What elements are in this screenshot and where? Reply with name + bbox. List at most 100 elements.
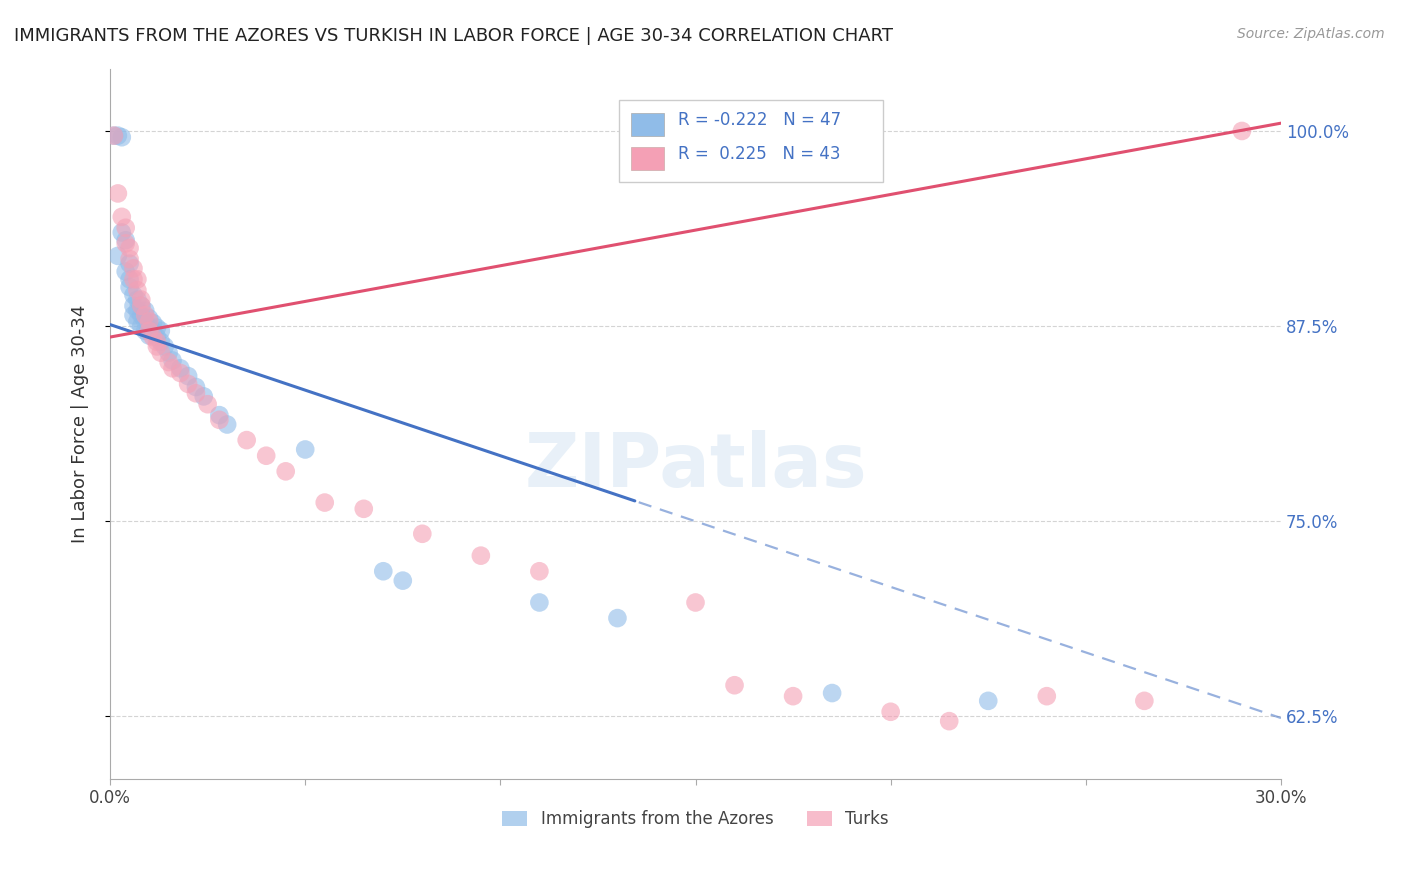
Point (391, 574, 413, 588)
Text: Source: ZipAtlas.com: Source: ZipAtlas.com (1237, 27, 1385, 41)
Point (122, 272, 145, 286)
Point (146, 330, 169, 344)
Point (111, 226, 134, 240)
Point (1230, 124, 1253, 138)
Point (122, 299, 145, 313)
Point (138, 311, 160, 326)
Point (134, 308, 156, 322)
Point (208, 408, 231, 422)
Point (111, 130, 134, 145)
Point (134, 314, 156, 328)
Point (127, 272, 149, 286)
Point (184, 380, 207, 394)
Point (162, 353, 184, 368)
Text: R =  0.225   N = 43: R = 0.225 N = 43 (678, 145, 841, 163)
Point (127, 293, 149, 307)
Point (134, 303, 156, 318)
Point (114, 264, 136, 278)
Point (142, 316, 165, 330)
Point (118, 241, 141, 255)
Point (782, 689, 804, 703)
Point (146, 339, 169, 353)
Point (138, 324, 160, 338)
Point (723, 678, 745, 692)
Point (122, 308, 145, 322)
Point (114, 236, 136, 251)
Point (107, 186, 129, 201)
FancyBboxPatch shape (620, 101, 883, 182)
Point (114, 233, 136, 247)
Point (254, 449, 277, 463)
Point (118, 272, 141, 286)
Point (529, 564, 551, 578)
Point (606, 611, 628, 625)
Point (118, 252, 141, 266)
Point (138, 328, 160, 343)
Point (217, 417, 239, 432)
Point (314, 495, 336, 509)
Point (103, 128, 125, 143)
Point (208, 413, 231, 427)
Point (879, 705, 901, 719)
Point (127, 314, 149, 328)
Point (373, 564, 395, 578)
Point (169, 366, 191, 380)
Point (235, 433, 257, 447)
Point (162, 361, 184, 376)
Point (1036, 689, 1059, 703)
Point (103, 128, 125, 143)
Point (122, 288, 145, 302)
Point (129, 293, 152, 307)
Point (142, 324, 165, 338)
Point (157, 355, 180, 369)
Point (977, 694, 1000, 708)
Point (821, 686, 844, 700)
Point (129, 319, 152, 334)
Text: IMMIGRANTS FROM THE AZORES VS TURKISH IN LABOR FORCE | AGE 30-34 CORRELATION CHA: IMMIGRANTS FROM THE AZORES VS TURKISH IN… (14, 27, 893, 45)
Point (938, 714, 960, 728)
Point (107, 128, 129, 143)
Point (114, 220, 136, 235)
Point (197, 397, 219, 411)
Point (107, 249, 129, 263)
Point (127, 283, 149, 297)
Point (294, 442, 316, 457)
Point (142, 330, 165, 344)
Point (184, 386, 207, 401)
Point (1133, 694, 1156, 708)
Point (118, 257, 141, 271)
Y-axis label: In Labor Force | Age 30-34: In Labor Force | Age 30-34 (72, 304, 89, 543)
Point (470, 549, 492, 563)
Point (149, 334, 172, 349)
Point (122, 261, 145, 276)
Point (149, 324, 172, 338)
Point (411, 526, 433, 541)
Legend: Immigrants from the Azores, Turks: Immigrants from the Azores, Turks (496, 803, 896, 835)
Text: R = -0.222   N = 47: R = -0.222 N = 47 (678, 112, 841, 129)
Point (127, 303, 149, 318)
Point (529, 595, 551, 609)
Point (274, 464, 297, 478)
Point (146, 334, 169, 349)
Point (138, 319, 160, 334)
Text: ZIPatlas: ZIPatlas (524, 430, 868, 503)
Point (157, 345, 180, 359)
Point (193, 389, 215, 403)
Point (129, 308, 152, 322)
FancyBboxPatch shape (631, 147, 664, 169)
FancyBboxPatch shape (631, 113, 664, 136)
Point (149, 345, 172, 359)
Point (129, 299, 152, 313)
Point (138, 314, 160, 328)
Point (111, 210, 134, 224)
Point (118, 280, 141, 294)
Point (134, 324, 156, 338)
Point (146, 320, 169, 334)
Point (129, 299, 152, 313)
Point (153, 339, 176, 353)
Point (169, 361, 191, 376)
Point (685, 595, 707, 609)
Point (177, 369, 200, 384)
Point (177, 376, 200, 391)
Point (353, 501, 375, 516)
